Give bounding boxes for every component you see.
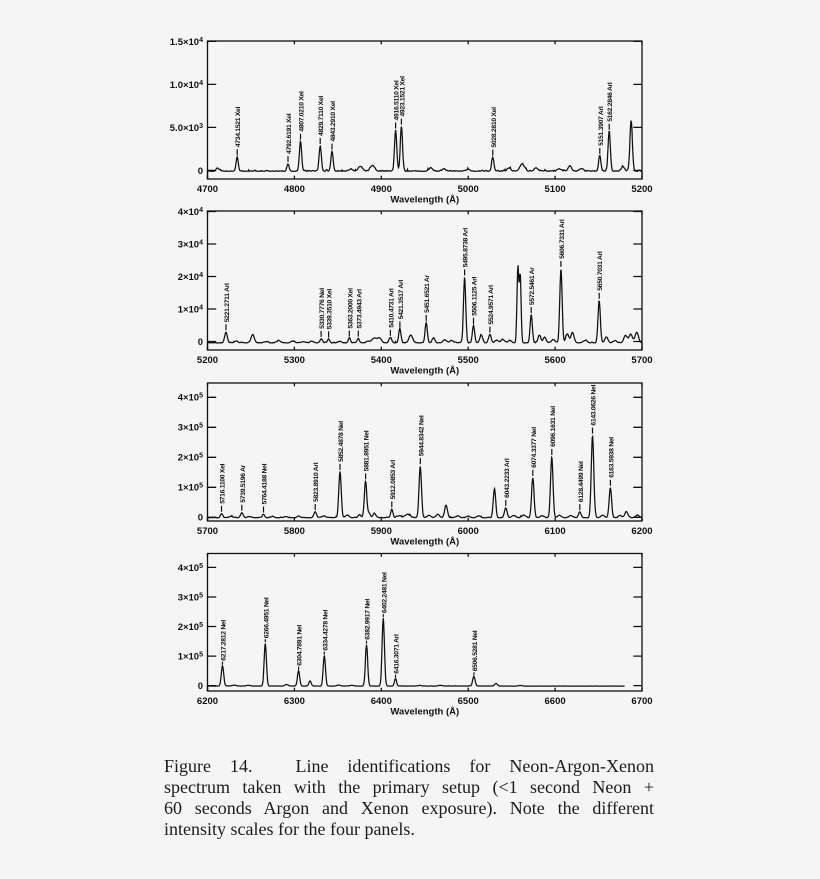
svg-text:5221.2711 ArI: 5221.2711 ArI xyxy=(224,283,231,322)
svg-text:6074.3377 NeI: 6074.3377 NeI xyxy=(531,427,538,468)
svg-text:5700: 5700 xyxy=(631,355,652,366)
svg-text:5600: 5600 xyxy=(545,355,566,366)
svg-text:6100: 6100 xyxy=(545,526,566,537)
svg-text:5028.2810 XeI: 5028.2810 XeI xyxy=(491,107,498,148)
svg-text:1.5×104: 1.5×104 xyxy=(170,37,203,48)
svg-text:5373.4943 ArI: 5373.4943 ArI xyxy=(356,289,363,329)
svg-text:6163.5938 NeI: 6163.5938 NeI xyxy=(608,437,615,478)
svg-text:6400: 6400 xyxy=(371,696,392,707)
svg-text:6600: 6600 xyxy=(545,696,566,707)
svg-text:4700: 4700 xyxy=(197,184,218,195)
svg-text:4×104: 4×104 xyxy=(178,207,203,218)
svg-text:5495.8738 ArI: 5495.8738 ArI xyxy=(463,228,470,268)
svg-text:6334.4278 NeI: 6334.4278 NeI xyxy=(322,609,329,650)
svg-text:4734.1521 XeI: 4734.1521 XeI xyxy=(235,106,242,147)
svg-text:Wavelength (Å): Wavelength (Å) xyxy=(390,537,459,548)
svg-text:Wavelength (Å): Wavelength (Å) xyxy=(390,195,459,206)
svg-text:1×105: 1×105 xyxy=(178,483,203,494)
svg-text:6304.7891 NeI: 6304.7891 NeI xyxy=(297,625,304,666)
svg-text:0: 0 xyxy=(198,166,203,177)
svg-text:5700: 5700 xyxy=(197,526,218,537)
svg-text:5400: 5400 xyxy=(371,355,392,366)
svg-text:5912.0853 ArI: 5912.0853 ArI xyxy=(390,460,397,500)
svg-text:5151.3907 ArI: 5151.3907 ArI xyxy=(598,106,605,146)
svg-text:5800: 5800 xyxy=(284,526,305,537)
svg-text:4829.7110 XeI: 4829.7110 XeI xyxy=(318,96,325,136)
svg-text:6200: 6200 xyxy=(197,696,218,707)
svg-text:3×104: 3×104 xyxy=(178,239,203,250)
svg-text:Wavelength (Å): Wavelength (Å) xyxy=(390,366,459,377)
svg-text:5650.7031 ArI: 5650.7031 ArI xyxy=(597,251,604,291)
svg-text:5162.2846 ArI: 5162.2846 ArI xyxy=(607,82,614,122)
svg-text:5944.8342 NeI: 5944.8342 NeI xyxy=(418,415,425,456)
svg-text:5000: 5000 xyxy=(458,184,479,195)
svg-text:3×105: 3×105 xyxy=(178,592,203,603)
svg-text:5200: 5200 xyxy=(631,184,652,195)
svg-text:4792.6191 XeI: 4792.6191 XeI xyxy=(286,113,293,154)
svg-text:6500: 6500 xyxy=(458,696,479,707)
svg-text:0: 0 xyxy=(198,337,203,348)
svg-text:1×104: 1×104 xyxy=(178,304,203,315)
svg-text:5410.4731 ArI: 5410.4731 ArI xyxy=(388,288,395,328)
svg-text:4×105: 4×105 xyxy=(178,393,203,404)
svg-text:6143.0626 NeI: 6143.0626 NeI xyxy=(591,384,598,425)
svg-text:5606.7331 ArI: 5606.7331 ArI xyxy=(559,219,566,259)
svg-text:6402.2481 NeI: 6402.2481 NeI xyxy=(381,572,388,613)
svg-text:0: 0 xyxy=(198,681,203,692)
svg-text:4843.2910 XeI: 4843.2910 XeI xyxy=(330,101,337,142)
svg-text:5300: 5300 xyxy=(284,355,305,366)
svg-text:5823.8910 ArI: 5823.8910 ArI xyxy=(313,462,320,502)
svg-text:5900: 5900 xyxy=(371,526,392,537)
svg-text:3×105: 3×105 xyxy=(178,423,203,434)
svg-text:5421.3517 ArI: 5421.3517 ArI xyxy=(398,280,405,320)
svg-text:4900: 4900 xyxy=(371,184,392,195)
svg-text:2×105: 2×105 xyxy=(178,622,203,633)
svg-text:5764.4188 NeI: 5764.4188 NeI xyxy=(262,463,269,504)
svg-text:2×104: 2×104 xyxy=(178,272,203,283)
svg-text:5881.8951 NeI: 5881.8951 NeI xyxy=(364,430,371,471)
svg-text:6043.2233 ArI: 6043.2233 ArI xyxy=(504,458,511,498)
svg-text:0: 0 xyxy=(198,513,203,524)
svg-text:5739.5196 Ar: 5739.5196 Ar xyxy=(240,464,247,502)
svg-text:4×105: 4×105 xyxy=(178,563,203,574)
svg-text:6217.2812 NeI: 6217.2812 NeI xyxy=(221,620,228,661)
svg-text:1.0×104: 1.0×104 xyxy=(170,80,203,91)
svg-text:5852.4878 NeI: 5852.4878 NeI xyxy=(338,421,345,462)
svg-text:4807.0210 XeI: 4807.0210 XeI xyxy=(299,91,306,132)
svg-text:4923.1521 XeI: 4923.1521 XeI xyxy=(399,76,406,117)
svg-text:5524.9571 ArI: 5524.9571 ArI xyxy=(488,285,495,325)
svg-text:5339.3510 XeI: 5339.3510 XeI xyxy=(327,289,334,330)
svg-text:6382.9917 NeI: 6382.9917 NeI xyxy=(365,599,372,640)
svg-text:5506.1125 ArI: 5506.1125 ArI xyxy=(472,276,479,315)
svg-text:Wavelength (Å): Wavelength (Å) xyxy=(390,707,459,718)
svg-text:6416.3071 ArI: 6416.3071 ArI xyxy=(394,634,401,674)
svg-text:4800: 4800 xyxy=(284,184,305,195)
svg-text:5572.5461 Ar: 5572.5461 Ar xyxy=(529,267,536,305)
svg-text:2×105: 2×105 xyxy=(178,453,203,464)
svg-text:5100: 5100 xyxy=(545,184,566,195)
svg-text:5451.6521 Ar: 5451.6521 Ar xyxy=(424,275,431,313)
svg-text:6128.4499 NeI: 6128.4499 NeI xyxy=(578,461,585,502)
svg-text:5716.1100 XeI: 5716.1100 XeI xyxy=(220,463,227,503)
svg-text:5200: 5200 xyxy=(197,355,218,366)
svg-text:6200: 6200 xyxy=(631,526,652,537)
svg-text:1×105: 1×105 xyxy=(178,652,203,663)
svg-text:5.0×103: 5.0×103 xyxy=(170,123,203,134)
svg-text:6700: 6700 xyxy=(631,696,652,707)
svg-text:5363.2000 XeI: 5363.2000 XeI xyxy=(347,288,354,329)
svg-text:6300: 6300 xyxy=(284,696,305,707)
svg-text:6266.4951 NeI: 6266.4951 NeI xyxy=(263,597,270,638)
svg-text:6506.5281 NeI: 6506.5281 NeI xyxy=(472,630,479,671)
svg-text:6000: 6000 xyxy=(458,526,479,537)
svg-text:4916.5110 XeI: 4916.5110 XeI xyxy=(394,80,401,120)
svg-text:5500: 5500 xyxy=(458,355,479,366)
svg-text:6096.1631 NeI: 6096.1631 NeI xyxy=(550,406,557,447)
svg-text:5330.7776 NeI: 5330.7776 NeI xyxy=(319,288,326,329)
